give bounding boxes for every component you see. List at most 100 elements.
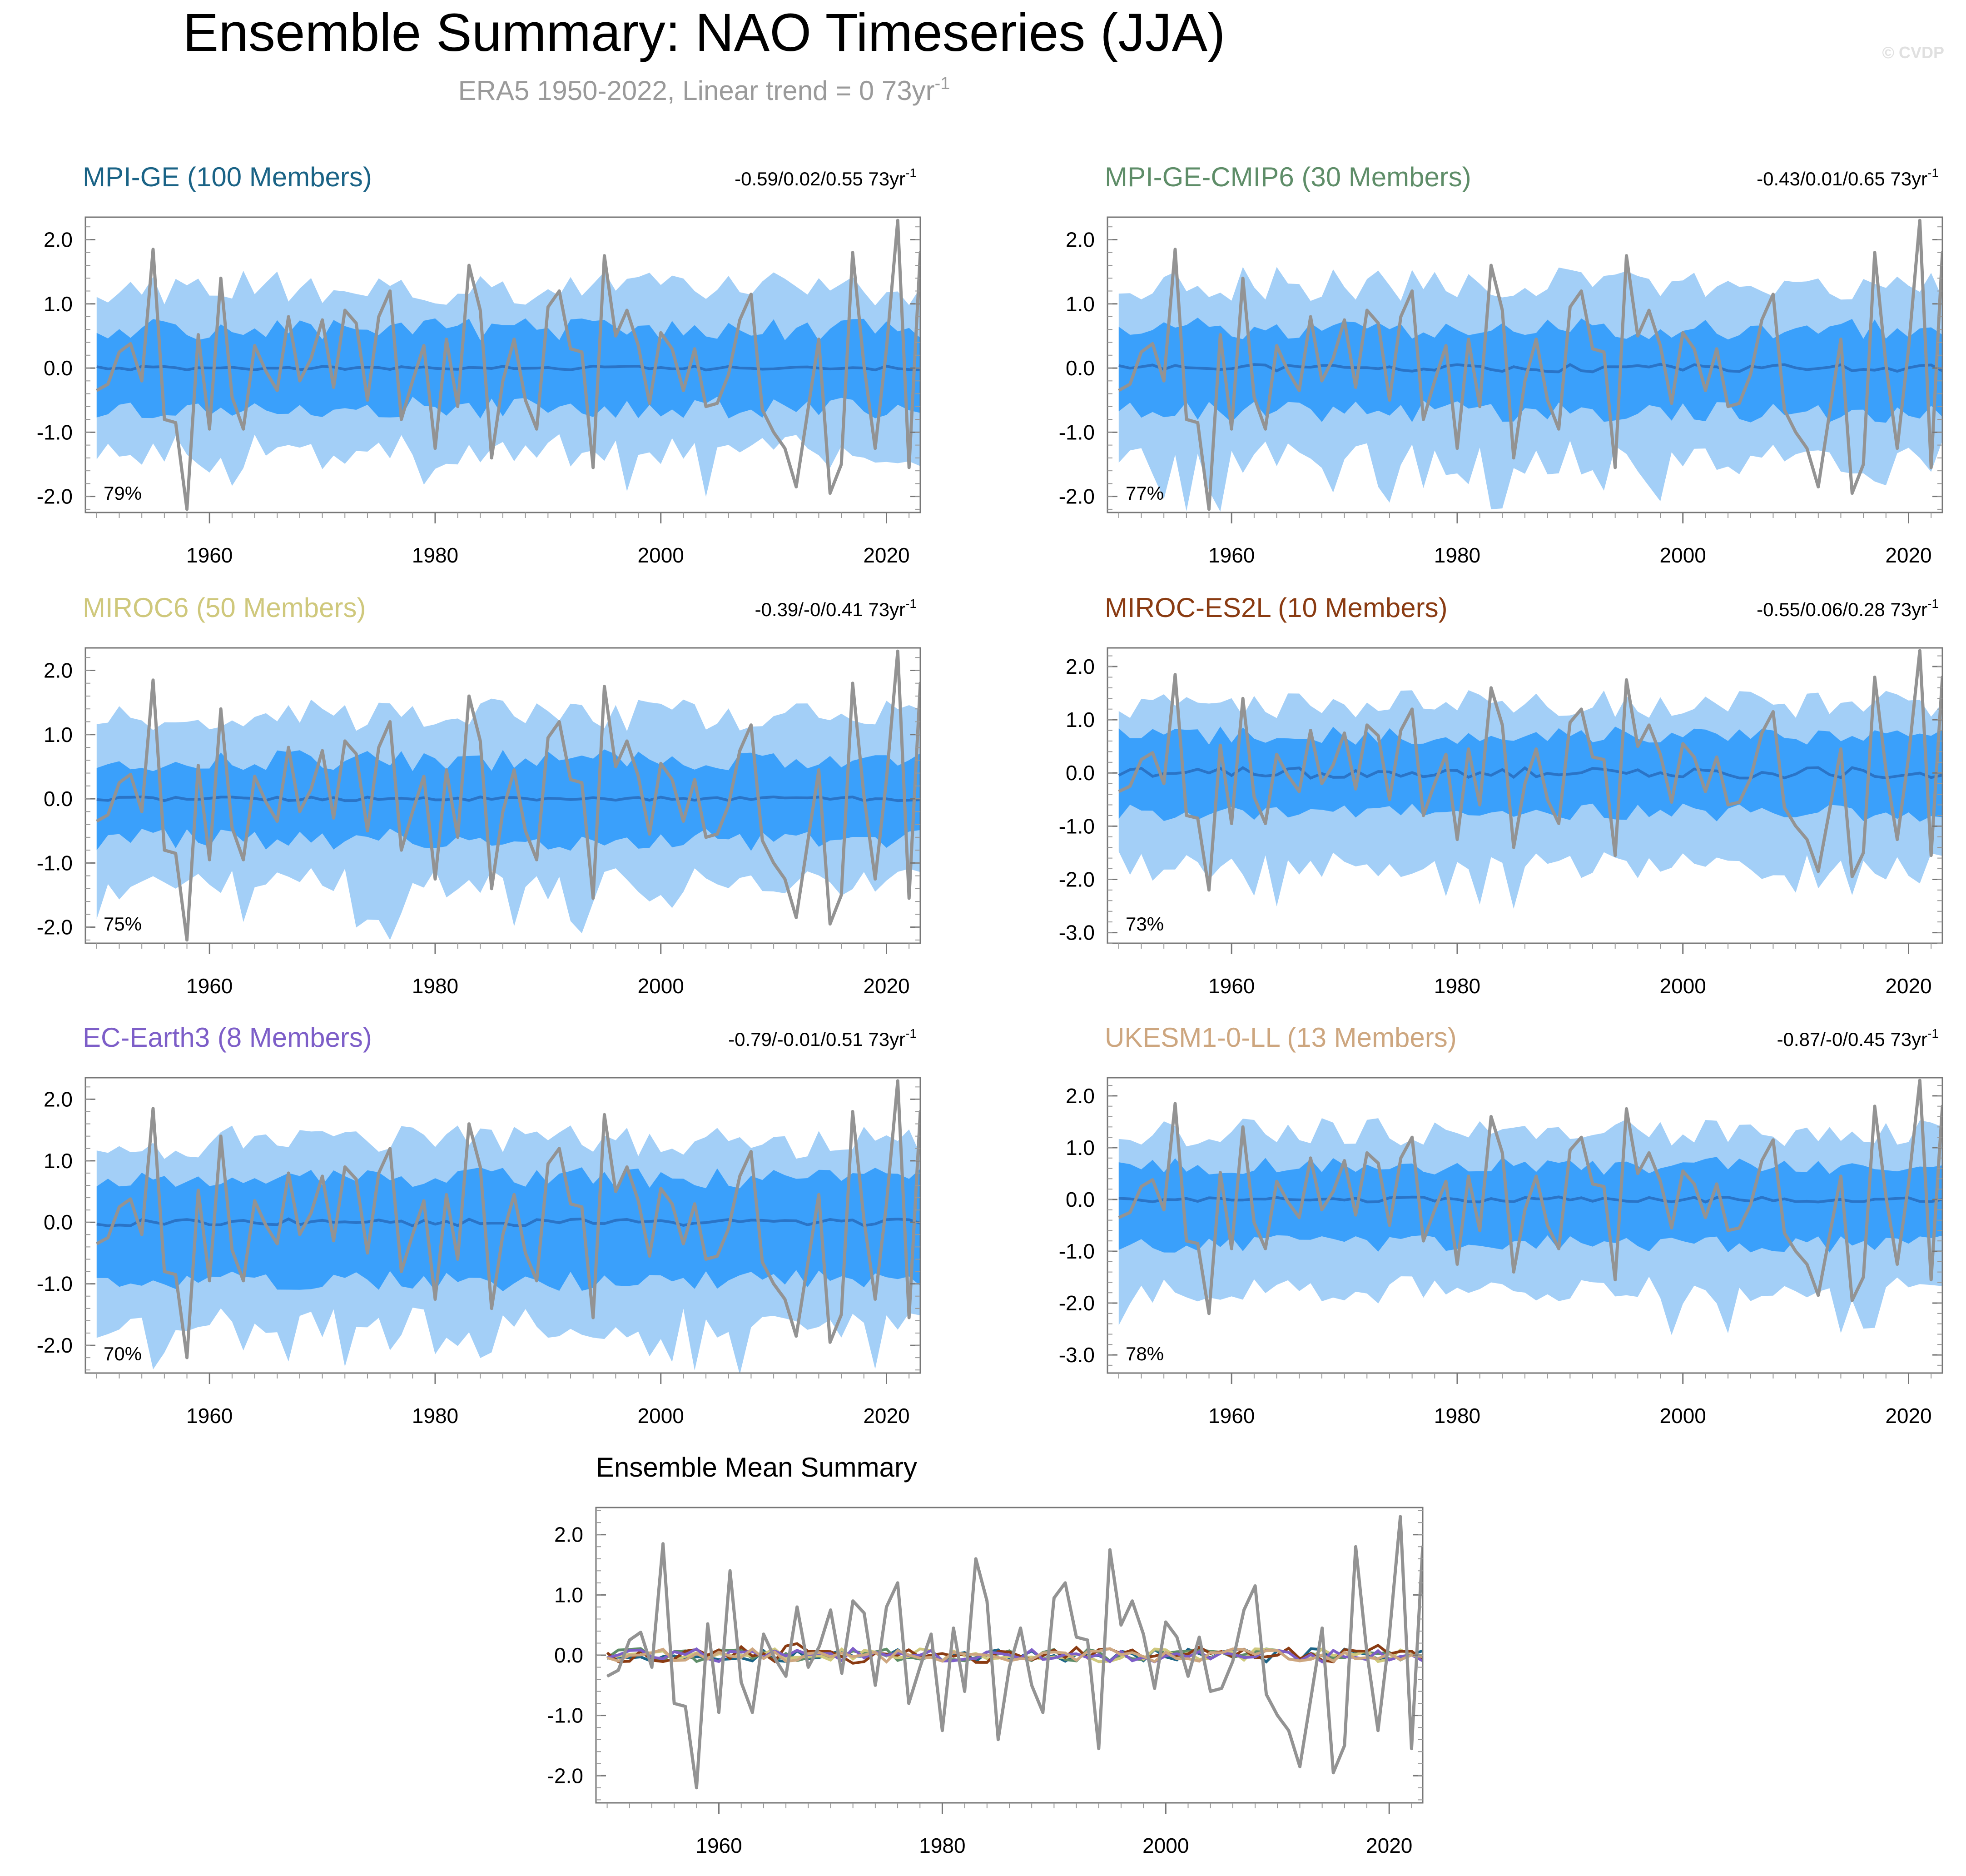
x-tick-label: 2000 xyxy=(1660,543,1706,567)
x-tick-label: 2000 xyxy=(638,1404,684,1428)
observation-line xyxy=(606,1515,1423,1790)
y-tick-label: 1.0 xyxy=(44,1149,73,1173)
y-tick-label: 1.0 xyxy=(554,1583,583,1607)
trend-superscript: -1 xyxy=(1927,1026,1939,1040)
x-tick-label: 1980 xyxy=(1434,974,1480,998)
y-tick-label: -3.0 xyxy=(1059,1343,1095,1367)
x-tick-label: 2020 xyxy=(863,974,909,998)
x-tick-label: 1980 xyxy=(412,1404,458,1428)
plot-area xyxy=(1118,1079,1942,1335)
panel-trend-label: -0.59/0.02/0.55 73yr-1 xyxy=(735,166,917,189)
x-tick-label: 2000 xyxy=(1660,974,1706,998)
plot-area xyxy=(1118,219,1942,512)
y-tick-label: 1.0 xyxy=(1066,292,1095,316)
y-tick-label: -3.0 xyxy=(1059,921,1095,945)
observation-line xyxy=(96,1079,920,1359)
x-tick-label: 1960 xyxy=(186,543,233,567)
y-tick-label: -2.0 xyxy=(1059,867,1095,891)
x-tick-label: 1960 xyxy=(1208,543,1255,567)
model-mean-line-4 xyxy=(606,1642,1423,1665)
panel-p6: UKESM1-0-LL (13 Members) -0.87/-0/0.45 73… xyxy=(1059,1022,1943,1428)
x-tick-label: 2020 xyxy=(863,1404,909,1428)
y-tick-label: -2.0 xyxy=(1059,485,1095,508)
panel-percent-label: 79% xyxy=(104,483,142,504)
y-tick-label: -1.0 xyxy=(37,851,73,875)
x-tick-label: 2020 xyxy=(1885,974,1931,998)
panel-p7: Ensemble Mean Summary 2.0 1.0 0.0 -1.0 -2.0 19… xyxy=(547,1452,1424,1857)
panel-title: Ensemble Mean Summary xyxy=(596,1452,917,1483)
x-tick-label: 1980 xyxy=(919,1834,965,1857)
trend-text: -0.79/-0.01/0.51 73yr xyxy=(728,1029,905,1050)
y-tick-label: -1.0 xyxy=(37,1272,73,1296)
panel-p5: EC-Earth3 (8 Members) -0.79/-0.01/0.51 73… xyxy=(37,1022,921,1428)
y-tick-label: 1.0 xyxy=(1066,1136,1095,1159)
y-tick-label: 0.0 xyxy=(1066,761,1095,785)
y-tick-label: 1.0 xyxy=(44,292,73,316)
subtitle-superscript: -1 xyxy=(935,74,950,93)
x-tick-label: 1980 xyxy=(1434,543,1480,567)
subtitle-text: ERA5 1950-2022, Linear trend = 0 73yr xyxy=(458,75,935,106)
y-tick-label: -1.0 xyxy=(1059,1239,1095,1263)
panel-title: EC-Earth3 (8 Members) xyxy=(83,1022,372,1053)
y-tick-label: -2.0 xyxy=(37,1334,73,1357)
y-tick-label: 0.0 xyxy=(1066,1188,1095,1211)
x-tick-label: 2000 xyxy=(1660,1404,1706,1428)
plot-area xyxy=(96,219,920,511)
inner-spread-band xyxy=(96,1167,920,1291)
panel-trend-label: -0.43/0.01/0.65 73yr-1 xyxy=(1757,166,1939,189)
x-tick-label: 2020 xyxy=(863,543,909,567)
panel-percent-label: 77% xyxy=(1126,483,1164,504)
trend-text: -0.59/0.02/0.55 73yr xyxy=(735,168,905,189)
y-tick-label: 1.0 xyxy=(44,723,73,746)
x-tick-label: 1960 xyxy=(1208,974,1255,998)
panel-title: MPI-GE-CMIP6 (30 Members) xyxy=(1105,162,1471,192)
inner-spread-band xyxy=(96,749,920,851)
observation-line xyxy=(1118,219,1942,511)
panel-p3: MIROC6 (50 Members) -0.39/-0/0.41 73yr-1 2… xyxy=(37,592,921,998)
y-tick-label: 0.0 xyxy=(44,356,73,380)
trend-superscript: -1 xyxy=(1927,597,1939,611)
panel-title: MIROC-ES2L (10 Members) xyxy=(1105,592,1448,623)
x-tick-label: 2000 xyxy=(638,543,684,567)
y-tick-label: 2.0 xyxy=(44,658,73,682)
panel-title: MPI-GE (100 Members) xyxy=(83,162,372,192)
panel-percent-label: 75% xyxy=(104,913,142,935)
y-tick-label: -1.0 xyxy=(1059,420,1095,444)
figure-subtitle: ERA5 1950-2022, Linear trend = 0 73yr-1 xyxy=(458,74,950,106)
plot-area xyxy=(606,1515,1423,1790)
trend-text: -0.39/-0/0.41 73yr xyxy=(755,599,906,620)
plot-area xyxy=(96,649,920,942)
y-tick-label: 2.0 xyxy=(554,1523,583,1547)
x-tick-label: 2020 xyxy=(1366,1834,1412,1857)
panel-percent-label: 78% xyxy=(1126,1343,1164,1364)
x-tick-label: 1960 xyxy=(186,1404,233,1428)
observation-line xyxy=(96,219,920,511)
panel-p2: MPI-GE-CMIP6 (30 Members) -0.43/0.01/0.65… xyxy=(1059,162,1943,567)
x-tick-label: 1980 xyxy=(1434,1404,1480,1428)
plot-area xyxy=(1118,649,1942,909)
trend-superscript: -1 xyxy=(1927,166,1939,180)
trend-superscript: -1 xyxy=(905,597,917,611)
x-tick-label: 1960 xyxy=(695,1834,742,1857)
observation-line xyxy=(1118,1079,1942,1315)
trend-text: -0.87/-0/0.45 73yr xyxy=(1777,1029,1928,1050)
y-tick-label: -1.0 xyxy=(37,420,73,444)
y-tick-label: -2.0 xyxy=(1059,1291,1095,1315)
y-tick-label: 2.0 xyxy=(44,228,73,251)
panel-title: UKESM1-0-LL (13 Members) xyxy=(1105,1022,1457,1053)
y-tick-label: -1.0 xyxy=(547,1704,583,1727)
x-tick-label: 2000 xyxy=(638,974,684,998)
panel-p1: MPI-GE (100 Members) -0.59/0.02/0.55 73yr… xyxy=(37,162,921,567)
y-tick-label: 2.0 xyxy=(1066,1084,1095,1108)
plot-area xyxy=(96,1079,920,1373)
ensemble-mean-line xyxy=(1118,766,1942,780)
watermark: © CVDP xyxy=(1882,43,1944,62)
panel-percent-label: 70% xyxy=(104,1343,142,1364)
trend-superscript: -1 xyxy=(905,1026,917,1040)
panel-p4: MIROC-ES2L (10 Members) -0.55/0.06/0.28 7… xyxy=(1059,592,1943,998)
y-tick-label: -1.0 xyxy=(1059,814,1095,838)
observation-line xyxy=(96,649,920,942)
y-tick-label: -2.0 xyxy=(37,485,73,508)
trend-superscript: -1 xyxy=(905,166,917,180)
